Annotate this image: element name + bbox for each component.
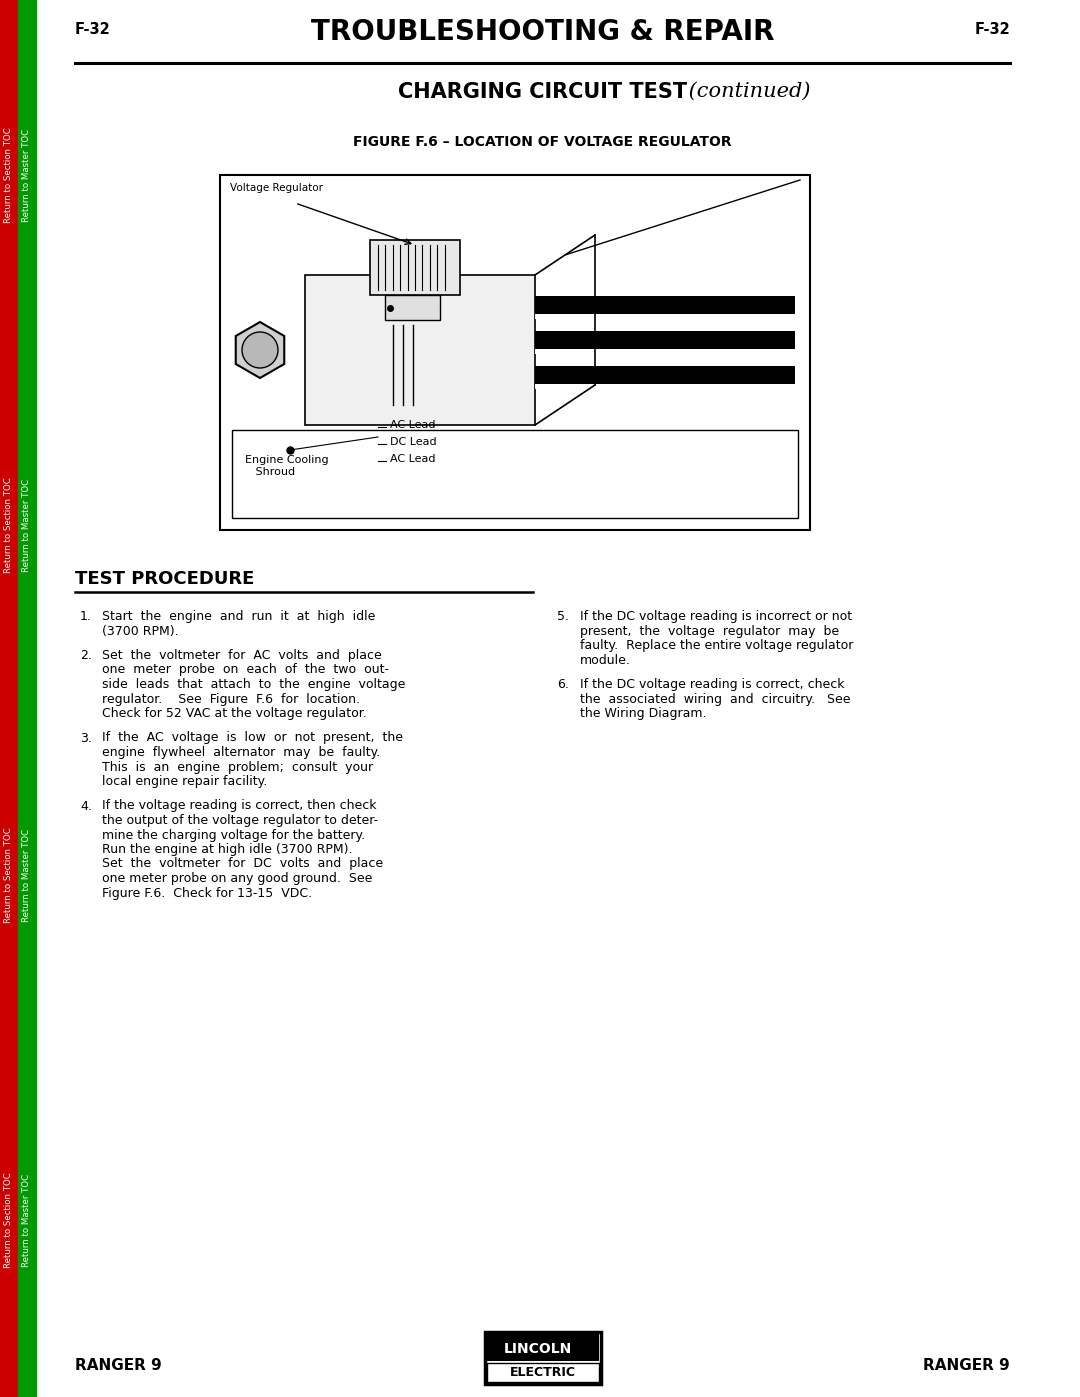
Text: (3700 RPM).: (3700 RPM). xyxy=(102,624,178,637)
Bar xyxy=(220,175,810,529)
Text: LINCOLN: LINCOLN xyxy=(503,1341,571,1355)
Text: mine the charging voltage for the battery.: mine the charging voltage for the batter… xyxy=(102,828,365,841)
Text: Set  the  voltmeter  for  DC  volts  and  place: Set the voltmeter for DC volts and place xyxy=(102,858,383,870)
Text: Return to Master TOC: Return to Master TOC xyxy=(23,828,31,922)
Text: This  is  an  engine  problem;  consult  your: This is an engine problem; consult your xyxy=(102,760,373,774)
Bar xyxy=(535,331,795,349)
Bar xyxy=(384,295,440,320)
Text: 6.: 6. xyxy=(557,678,569,692)
Bar xyxy=(535,296,795,314)
Bar xyxy=(232,430,798,518)
Text: ELECTRIC: ELECTRIC xyxy=(510,1366,576,1379)
Text: 2.: 2. xyxy=(80,650,92,662)
Text: CHARGING CIRCUIT TEST: CHARGING CIRCUIT TEST xyxy=(397,82,687,102)
Bar xyxy=(535,384,795,388)
Bar xyxy=(370,240,460,295)
Text: If  the  AC  voltage  is  low  or  not  present,  the: If the AC voltage is low or not present,… xyxy=(102,732,403,745)
Text: 4.: 4. xyxy=(80,799,92,813)
Text: (continued): (continued) xyxy=(681,82,810,101)
Text: Return to Section TOC: Return to Section TOC xyxy=(4,478,14,573)
Text: Return to Master TOC: Return to Master TOC xyxy=(23,478,31,571)
Text: Figure F.6.  Check for 13-15  VDC.: Figure F.6. Check for 13-15 VDC. xyxy=(102,887,312,900)
Bar xyxy=(305,275,535,425)
Text: AC Lead: AC Lead xyxy=(390,420,435,430)
Text: AC Lead: AC Lead xyxy=(390,454,435,464)
Text: one  meter  probe  on  each  of  the  two  out-: one meter probe on each of the two out- xyxy=(102,664,389,676)
Circle shape xyxy=(242,332,278,367)
Text: Return to Section TOC: Return to Section TOC xyxy=(4,827,14,923)
Text: faulty.  Replace the entire voltage regulator: faulty. Replace the entire voltage regul… xyxy=(580,638,853,652)
Text: DC Lead: DC Lead xyxy=(390,437,436,447)
Text: present,  the  voltage  regulator  may  be: present, the voltage regulator may be xyxy=(580,624,839,637)
Text: the  associated  wiring  and  circuitry.   See: the associated wiring and circuitry. See xyxy=(580,693,850,705)
Polygon shape xyxy=(235,321,284,379)
Text: module.: module. xyxy=(580,654,631,666)
Text: regulator.    See  Figure  F.6  for  location.: regulator. See Figure F.6 for location. xyxy=(102,693,360,705)
Bar xyxy=(0,0,18,1397)
Text: the output of the voltage regulator to deter-: the output of the voltage regulator to d… xyxy=(102,814,378,827)
Text: RANGER 9: RANGER 9 xyxy=(75,1358,162,1373)
Text: F-32: F-32 xyxy=(974,22,1010,36)
Text: 5.: 5. xyxy=(557,610,569,623)
Text: local engine repair facility.: local engine repair facility. xyxy=(102,775,267,788)
Bar xyxy=(486,1334,598,1361)
Bar xyxy=(485,1331,600,1384)
Text: ®: ® xyxy=(589,1336,596,1344)
Text: Engine Cooling
   Shroud: Engine Cooling Shroud xyxy=(245,455,328,476)
Bar xyxy=(486,1363,598,1382)
Text: Set  the  voltmeter  for  AC  volts  and  place: Set the voltmeter for AC volts and place xyxy=(102,650,381,662)
Text: Return to Master TOC: Return to Master TOC xyxy=(23,1173,31,1267)
Text: Return to Section TOC: Return to Section TOC xyxy=(4,127,14,224)
Text: If the voltage reading is correct, then check: If the voltage reading is correct, then … xyxy=(102,799,377,813)
Text: RANGER 9: RANGER 9 xyxy=(923,1358,1010,1373)
Text: 3.: 3. xyxy=(80,732,92,745)
Text: F-32: F-32 xyxy=(75,22,111,36)
Text: Return to Master TOC: Return to Master TOC xyxy=(23,129,31,222)
Text: engine  flywheel  alternator  may  be  faulty.: engine flywheel alternator may be faulty… xyxy=(102,746,380,759)
Bar xyxy=(535,314,795,319)
Text: Voltage Regulator: Voltage Regulator xyxy=(230,183,323,193)
Text: Return to Section TOC: Return to Section TOC xyxy=(4,1172,14,1268)
Text: TROUBLESHOOTING & REPAIR: TROUBLESHOOTING & REPAIR xyxy=(311,18,774,46)
Text: If the DC voltage reading is correct, check: If the DC voltage reading is correct, ch… xyxy=(580,678,843,692)
Text: side  leads  that  attach  to  the  engine  voltage: side leads that attach to the engine vol… xyxy=(102,678,405,692)
Text: Start  the  engine  and  run  it  at  high  idle: Start the engine and run it at high idle xyxy=(102,610,376,623)
Text: Check for 52 VAC at the voltage regulator.: Check for 52 VAC at the voltage regulato… xyxy=(102,707,367,719)
Bar xyxy=(535,366,795,384)
Text: If the DC voltage reading is incorrect or not: If the DC voltage reading is incorrect o… xyxy=(580,610,852,623)
Text: the Wiring Diagram.: the Wiring Diagram. xyxy=(580,707,706,719)
Text: one meter probe on any good ground.  See: one meter probe on any good ground. See xyxy=(102,872,373,886)
Bar xyxy=(18,0,36,1397)
Text: TEST PROCEDURE: TEST PROCEDURE xyxy=(75,570,255,588)
Bar xyxy=(535,349,795,353)
Text: FIGURE F.6 – LOCATION OF VOLTAGE REGULATOR: FIGURE F.6 – LOCATION OF VOLTAGE REGULAT… xyxy=(353,136,732,149)
Text: Run the engine at high idle (3700 RPM).: Run the engine at high idle (3700 RPM). xyxy=(102,842,352,856)
Text: 1.: 1. xyxy=(80,610,92,623)
